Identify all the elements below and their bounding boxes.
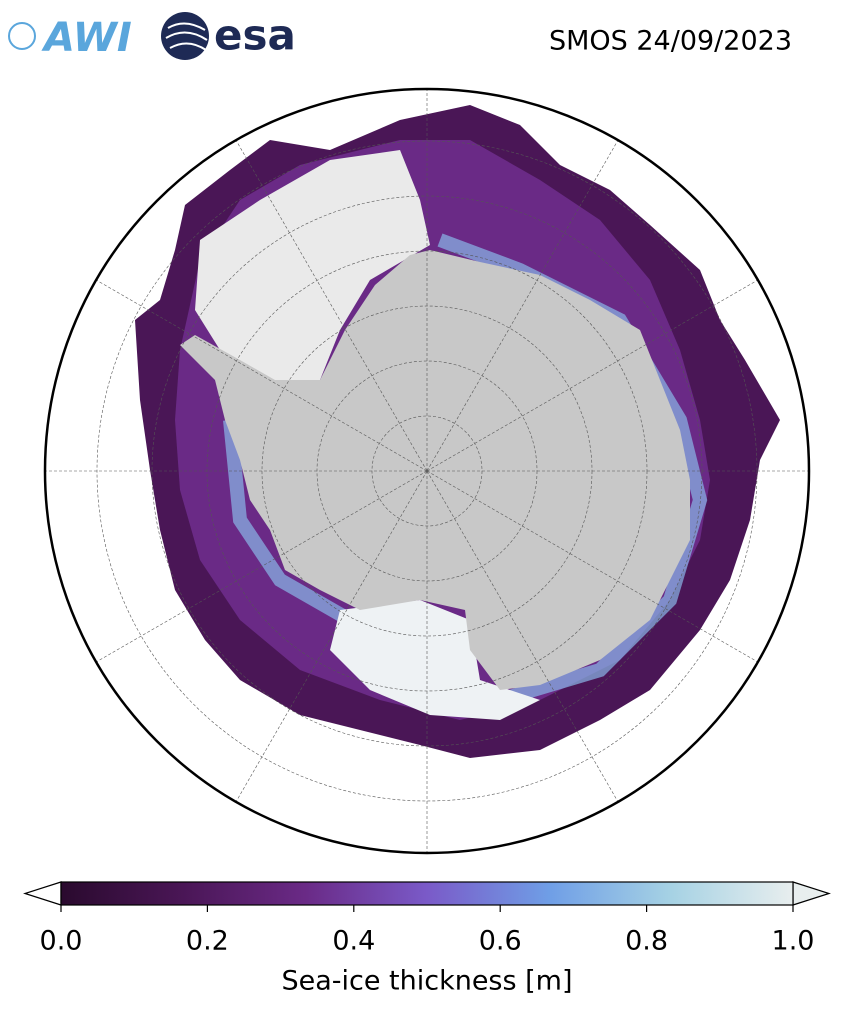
- colorbar-tick-label: 0.0: [40, 926, 83, 957]
- esa-logo: esa: [161, 11, 296, 60]
- meridian: [426, 470, 758, 663]
- map-title: SMOS 24/09/2023: [549, 26, 792, 57]
- meridian: [235, 140, 428, 472]
- antarctica: [180, 250, 690, 690]
- colorbar-tick-label: 0.8: [625, 926, 668, 957]
- colorbar-tick-label: 1.0: [772, 926, 815, 957]
- colorbar-over: [792, 881, 831, 906]
- awi-logo: AWI: [8, 15, 132, 61]
- graticule: [45, 89, 809, 853]
- esa-text: esa: [214, 11, 296, 60]
- meridian: [426, 279, 758, 472]
- colorbar-tick-label: 0.6: [479, 926, 522, 957]
- awi-text: AWI: [41, 15, 132, 61]
- meridian: [96, 470, 428, 663]
- map: [45, 89, 809, 853]
- meridian: [235, 470, 428, 802]
- colorbar-tick-label: 0.2: [186, 926, 229, 957]
- map-frame: [43, 87, 811, 855]
- meridian: [426, 140, 619, 472]
- meridian: [96, 279, 428, 472]
- colorbar-under: [23, 881, 62, 906]
- thick-ice-weddell: [195, 150, 430, 380]
- colorbar: [60, 881, 794, 906]
- meridian: [426, 470, 619, 802]
- thick-ice-ross: [330, 600, 540, 720]
- colorbar-label: Sea-ice thickness [m]: [281, 966, 572, 997]
- colorbar-tick-label: 0.4: [332, 926, 375, 957]
